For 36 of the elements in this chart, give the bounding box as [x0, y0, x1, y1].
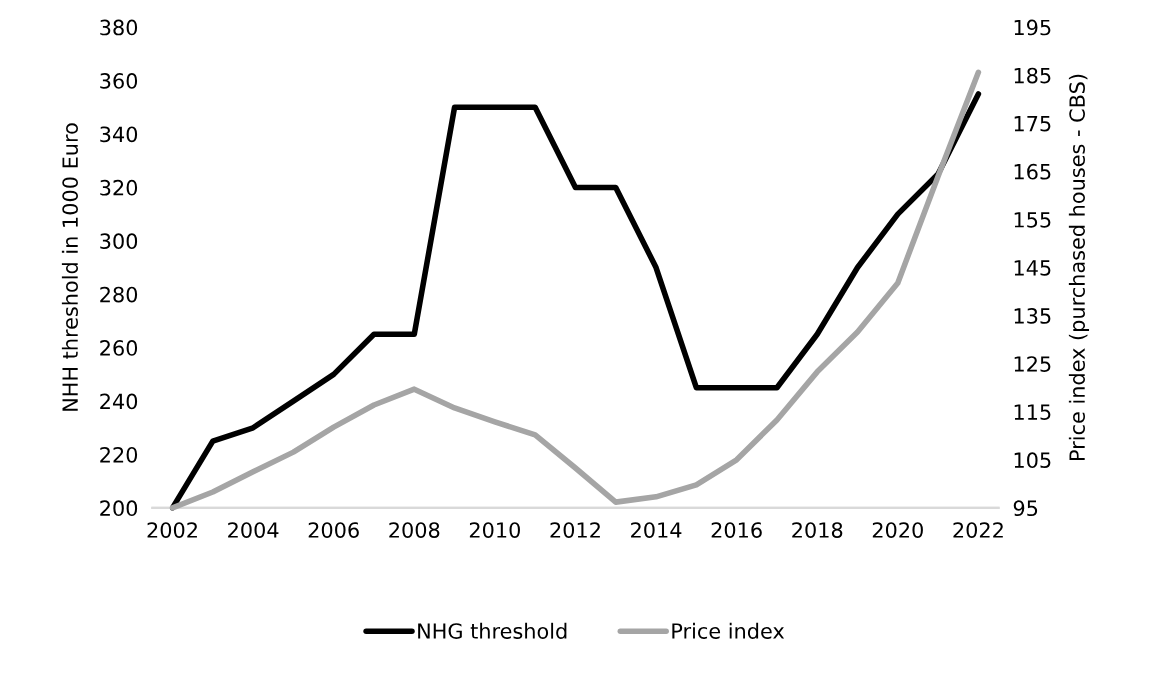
y2-tick-label: 175 — [1014, 116, 1051, 132]
y2-tick-label: 135 — [1014, 308, 1051, 324]
y2-tick-label: 125 — [1014, 356, 1051, 372]
y-tick-label: 360 — [100, 73, 138, 89]
x-tick-label: 2004 — [228, 522, 279, 538]
x-tick-label: 2020 — [872, 522, 923, 538]
y2-tick-label: 115 — [1014, 404, 1051, 420]
y-tick-label: 200 — [100, 500, 138, 517]
y-tick-label: 380 — [100, 19, 138, 36]
legend-label: NHG threshold — [418, 622, 567, 639]
y-tick-label: 340 — [100, 126, 138, 143]
x-tick-label: 2008 — [389, 522, 440, 538]
y-tick-label: 260 — [100, 340, 138, 356]
y2-axis-title: Price index (purchased houses - CBS) — [1068, 74, 1090, 460]
x-tick-label: 2010 — [469, 522, 520, 538]
y-axis-title: NHH threshold in 1000 Euro — [61, 123, 78, 411]
y2-tick-label: 95 — [1013, 500, 1038, 517]
y-tick-label: 280 — [100, 286, 138, 303]
y-tick-label: 240 — [100, 393, 138, 410]
y2-tick-label: 105 — [1014, 452, 1051, 469]
y-tick-label: 220 — [100, 446, 138, 463]
y2-tick-label: 165 — [1014, 163, 1051, 180]
y2-tick-label: 195 — [1014, 19, 1051, 36]
y2-tick-label: 145 — [1014, 260, 1051, 276]
y2-tick-label: 185 — [1014, 67, 1051, 84]
y-tick-label: 300 — [100, 233, 138, 250]
x-tick-label: 2022 — [953, 522, 1003, 538]
y-tick-label: 320 — [100, 179, 138, 196]
legend-label: Price index — [672, 622, 785, 639]
x-tick-label: 2018 — [792, 522, 843, 538]
x-tick-label: 2016 — [711, 522, 762, 538]
x-tick-label: 2012 — [550, 522, 600, 538]
y2-tick-label: 155 — [1014, 212, 1051, 228]
x-tick-label: 2002 — [147, 522, 197, 538]
x-tick-label: 2014 — [631, 522, 682, 538]
x-tick-label: 2006 — [308, 522, 359, 538]
